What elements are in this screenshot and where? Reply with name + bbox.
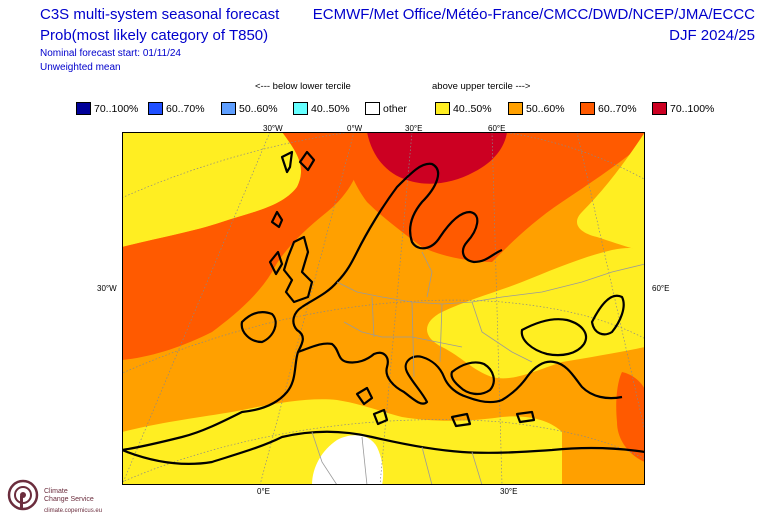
- legend: 70..100% 60..70% 50..60% 40..50% other 4…: [0, 102, 761, 120]
- legend-item: 50..60%: [221, 102, 278, 115]
- lon-label-bottom: 0°E: [257, 487, 270, 496]
- legend-label: 50..60%: [526, 102, 565, 115]
- legend-item: other: [365, 102, 407, 115]
- region-60-70-southeast: [616, 372, 645, 462]
- forecast-subtitle: Prob(most likely category of T850): [40, 27, 269, 44]
- forecast-start-date: Nominal forecast start: 01/11/24: [40, 48, 181, 59]
- region-70-100-scandinavia: [367, 132, 507, 184]
- legend-label: 40..50%: [453, 102, 492, 115]
- region-40-50-northwest: [122, 132, 302, 247]
- lat-label-right: 60°E: [652, 284, 670, 293]
- legend-swatch: [76, 102, 91, 115]
- graticule: [122, 132, 645, 485]
- legend-item: 50..60%: [508, 102, 565, 115]
- region-40-50-east: [427, 247, 645, 379]
- legend-item: 70..100%: [652, 102, 714, 115]
- lon-label-bottom: 30°E: [500, 487, 518, 496]
- legend-label: other: [383, 102, 407, 115]
- legend-below-caption: <--- below lower tercile: [255, 81, 351, 92]
- lon-label-top: 30°W: [263, 124, 283, 133]
- logo-url: climate.copernicus.eu: [44, 508, 103, 514]
- legend-swatch: [580, 102, 595, 115]
- region-60-70-atlantic: [122, 132, 363, 360]
- legend-swatch: [293, 102, 308, 115]
- legend-item: 70..100%: [76, 102, 138, 115]
- map-frame: [122, 132, 645, 485]
- logo-name-line1: Climate: [44, 488, 68, 495]
- legend-swatch: [435, 102, 450, 115]
- legend-label: 40..50%: [311, 102, 350, 115]
- copernicus-emblem-icon: [7, 479, 39, 511]
- lon-label-top: 30°E: [405, 124, 423, 133]
- legend-item: 40..50%: [435, 102, 492, 115]
- lat-label-left: 30°W: [97, 284, 117, 293]
- coastlines: [122, 150, 645, 465]
- legend-label: 60..70%: [598, 102, 637, 115]
- copernicus-logo: Climate Change Service climate.copernicu…: [4, 478, 124, 518]
- country-borders: [311, 251, 645, 485]
- legend-item: 40..50%: [293, 102, 350, 115]
- legend-item: 60..70%: [148, 102, 205, 115]
- legend-swatch: [365, 102, 380, 115]
- region-40-50-northeast: [577, 132, 645, 252]
- legend-label: 60..70%: [166, 102, 205, 115]
- forecast-centres: ECMWF/Met Office/Météo-France/CMCC/DWD/N…: [312, 6, 755, 23]
- logo-name-line2: Change Service: [44, 496, 94, 503]
- legend-label: 70..100%: [94, 102, 139, 115]
- forecast-title: C3S multi-system seasonal forecast: [40, 6, 280, 23]
- legend-swatch: [508, 102, 523, 115]
- lon-label-top: 60°E: [488, 124, 506, 133]
- lon-label-top: 0°W: [347, 124, 363, 133]
- probability-map: [122, 132, 645, 485]
- legend-label: 50..60%: [239, 102, 278, 115]
- weighting-note: Unweighted mean: [40, 62, 121, 73]
- legend-swatch: [148, 102, 163, 115]
- legend-swatch: [652, 102, 667, 115]
- legend-label: 70..100%: [670, 102, 715, 115]
- forecast-season: DJF 2024/25: [669, 27, 755, 44]
- legend-item: 60..70%: [580, 102, 637, 115]
- legend-swatch: [221, 102, 236, 115]
- legend-above-caption: above upper tercile --->: [432, 81, 531, 92]
